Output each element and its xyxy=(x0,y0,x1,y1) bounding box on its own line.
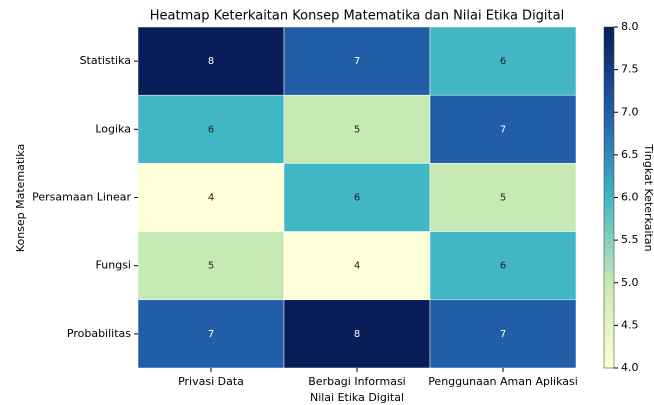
colorbar-tick-label: 4.0 xyxy=(621,361,639,374)
heatmap-cell xyxy=(283,94,431,164)
colorbar-tick-label: 5.5 xyxy=(621,233,639,246)
y-tick-label: Fungsi xyxy=(96,259,131,272)
heatmap-cell xyxy=(429,94,577,164)
cell-label: 6 xyxy=(354,193,360,204)
cell-label: 5 xyxy=(354,124,360,135)
cell-label: 7 xyxy=(500,329,506,340)
cell-label: 6 xyxy=(208,124,214,135)
heatmap-cell xyxy=(137,94,285,164)
x-tick-label: Penggunaan Aman Aplikasi xyxy=(428,375,578,388)
heatmap-cell xyxy=(429,299,577,369)
y-tick-label: Logika xyxy=(95,122,131,135)
colorbar-tick-label: 5.0 xyxy=(621,276,639,289)
y-axis-label: Konsep Matematika xyxy=(14,144,27,252)
heatmap-cell xyxy=(137,299,285,369)
heatmap-cell xyxy=(137,163,285,232)
cell-label: 7 xyxy=(500,124,506,135)
heatmap-cell xyxy=(429,231,577,301)
x-axis-label: Nilai Etika Digital xyxy=(310,391,404,404)
cell-label: 6 xyxy=(500,261,506,272)
colorbar-tick-label: 6.0 xyxy=(621,191,639,204)
cell-label: 4 xyxy=(208,193,214,204)
cell-label: 7 xyxy=(354,56,360,67)
heatmap-cell xyxy=(137,231,285,301)
cell-label: 5 xyxy=(208,261,214,272)
heatmap-cell xyxy=(137,26,285,96)
colorbar-tick-label: 7.5 xyxy=(621,63,639,76)
heatmap-cell xyxy=(283,26,431,96)
colorbar-label: Tingkat Keterkaitan xyxy=(642,143,654,251)
colorbar xyxy=(603,26,615,369)
heatmap-cell xyxy=(283,163,431,232)
heatmap-cell xyxy=(283,299,431,369)
cell-label: 4 xyxy=(354,261,360,272)
cell-label: 6 xyxy=(500,56,506,67)
y-tick-label: Statistika xyxy=(80,54,131,67)
heatmap-cell xyxy=(429,26,577,96)
colorbar-tick-label: 8.0 xyxy=(621,20,639,33)
y-tick-label: Probabilitas xyxy=(67,327,131,340)
cell-label: 7 xyxy=(208,329,214,340)
cell-label: 8 xyxy=(354,329,360,340)
x-tick-label: Privasi Data xyxy=(178,375,244,388)
cell-label: 8 xyxy=(208,56,214,67)
colorbar-tick-label: 7.0 xyxy=(621,105,639,118)
y-tick-label: Persamaan Linear xyxy=(32,191,131,204)
x-tick-label: Berbagi Informasi xyxy=(308,375,406,388)
colorbar-tick-label: 4.5 xyxy=(621,318,639,331)
chart-title: Heatmap Keterkaitan Konsep Matematika da… xyxy=(150,9,564,24)
colorbar-tick-label: 6.5 xyxy=(621,148,639,161)
cell-label: 5 xyxy=(500,193,506,204)
